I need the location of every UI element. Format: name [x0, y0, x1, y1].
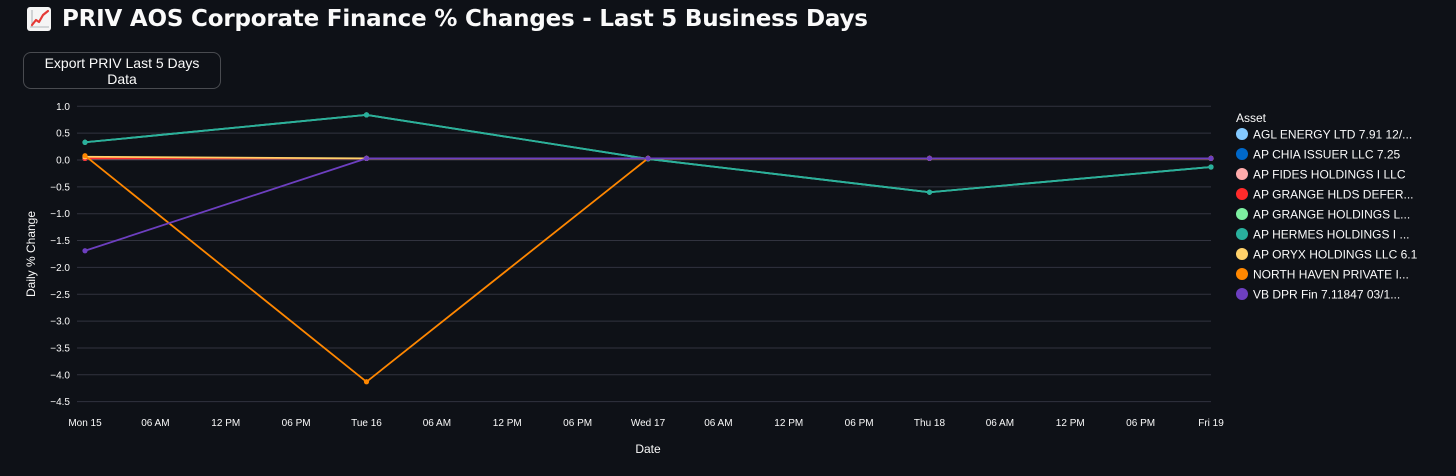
x-tick-label: 12 PM: [774, 418, 803, 429]
legend-label: AP GRANGE HOLDINGS L...: [1253, 208, 1410, 222]
series-line: [82, 155, 1214, 254]
legend-item[interactable]: AP ORYX HOLDINGS LLC 6.1: [1236, 248, 1418, 262]
legend-item[interactable]: AGL ENERGY LTD 7.91 12/...: [1236, 128, 1412, 142]
series-lines: [82, 112, 1214, 385]
y-tick-label: 0.5: [56, 129, 70, 140]
legend-label: AP GRANGE HLDS DEFER...: [1253, 188, 1413, 202]
x-tick-label: 06 AM: [141, 418, 169, 429]
y-tick-label: −2.5: [50, 290, 70, 301]
legend-swatch: [1236, 268, 1248, 280]
y-tick-label: −4.5: [50, 397, 70, 408]
data-point: [82, 139, 88, 145]
x-tick-label: 12 PM: [493, 418, 522, 429]
data-point: [926, 189, 933, 195]
legend-label: NORTH HAVEN PRIVATE I...: [1253, 268, 1409, 282]
legend-item[interactable]: AP GRANGE HLDS DEFER...: [1236, 188, 1413, 202]
x-tick-label: 06 AM: [423, 418, 451, 429]
legend-label: AGL ENERGY LTD 7.91 12/...: [1253, 128, 1412, 142]
series-line: [82, 112, 1214, 195]
y-tick-label: −2.0: [50, 263, 70, 274]
legend-label: AP FIDES HOLDINGS I LLC: [1253, 168, 1406, 182]
series-path: [84, 113, 1212, 194]
legend-swatch: [1236, 288, 1248, 300]
y-axis-ticks: 1.0 0.5 0.0 −0.5 −1.0 −1.5 −2.0 −2.5 −3.0 −3.5 −4.…: [50, 102, 70, 408]
y-tick-label: 1.0: [56, 102, 70, 113]
y-tick-label: −3.0: [50, 317, 70, 328]
data-point: [363, 112, 370, 118]
legend-label: VB DPR Fin 7.11847 03/1...: [1253, 288, 1400, 302]
y-tick-label: −1.5: [50, 236, 70, 247]
x-axis-ticks: Mon 15 06 AM 12 PM 06 PM Tue 16 06 AM 12 PM 06 …: [68, 418, 1224, 429]
legend-item[interactable]: AP FIDES HOLDINGS I LLC: [1236, 168, 1406, 182]
y-tick-label: −3.5: [50, 343, 70, 354]
data-point: [82, 153, 88, 159]
series-path: [84, 157, 1211, 252]
legend-swatch: [1236, 188, 1248, 200]
legend-swatch: [1236, 168, 1248, 180]
grid: [77, 105, 1211, 403]
data-point: [363, 155, 370, 161]
x-tick-label: Wed 17: [631, 418, 666, 429]
series-line: [82, 153, 1214, 385]
legend: Asset AGL ENERGY LTD 7.91 12/... AP CHIA …: [1236, 111, 1418, 302]
y-tick-label: −4.0: [50, 370, 70, 381]
x-tick-label: 06 PM: [1126, 418, 1155, 429]
data-point: [926, 155, 933, 161]
legend-item[interactable]: NORTH HAVEN PRIVATE I...: [1236, 268, 1409, 282]
legend-swatch: [1236, 208, 1248, 220]
legend-item[interactable]: AP GRANGE HOLDINGS L...: [1236, 208, 1410, 222]
x-tick-label: Mon 15: [68, 418, 102, 429]
x-tick-label: 06 PM: [282, 418, 311, 429]
legend-label: AP ORYX HOLDINGS LLC 6.1: [1253, 248, 1418, 262]
data-point: [1208, 164, 1214, 170]
x-tick-label: 06 PM: [845, 418, 874, 429]
x-tick-label: Tue 16: [351, 418, 382, 429]
legend-swatch: [1236, 228, 1248, 240]
data-point: [82, 248, 88, 254]
data-point: [363, 379, 370, 385]
y-axis-title: Daily % Change: [24, 211, 38, 297]
x-tick-label: Fri 19: [1198, 418, 1224, 429]
legend-item[interactable]: AP CHIA ISSUER LLC 7.25: [1236, 148, 1401, 162]
chart-increasing-icon: [27, 7, 51, 31]
x-tick-label: 12 PM: [1056, 418, 1085, 429]
data-point: [1208, 155, 1214, 161]
page-title: PRIV AOS Corporate Finance % Changes - L…: [26, 6, 868, 32]
x-axis-title: Date: [635, 442, 661, 456]
x-tick-label: 12 PM: [211, 418, 240, 429]
y-tick-label: −1.0: [50, 209, 70, 220]
x-tick-label: 06 AM: [986, 418, 1014, 429]
legend-label: AP CHIA ISSUER LLC 7.25: [1253, 148, 1401, 162]
y-tick-label: −0.5: [50, 182, 70, 193]
legend-swatch: [1236, 248, 1248, 260]
legend-title: Asset: [1236, 111, 1267, 125]
x-tick-label: 06 AM: [704, 418, 732, 429]
x-tick-label: Thu 18: [914, 418, 946, 429]
legend-item[interactable]: VB DPR Fin 7.11847 03/1...: [1236, 288, 1400, 302]
data-point: [645, 155, 651, 161]
page-title-text: PRIV AOS Corporate Finance % Changes - L…: [62, 6, 868, 32]
legend-item[interactable]: AP HERMES HOLDINGS I ...: [1236, 228, 1409, 242]
legend-swatch: [1236, 148, 1248, 160]
legend-swatch: [1236, 128, 1248, 140]
legend-label: AP HERMES HOLDINGS I ...: [1253, 228, 1409, 242]
x-tick-label: 06 PM: [563, 418, 592, 429]
export-data-button[interactable]: Export PRIV Last 5 Days Data: [23, 52, 221, 89]
y-tick-label: 0.0: [56, 156, 70, 167]
